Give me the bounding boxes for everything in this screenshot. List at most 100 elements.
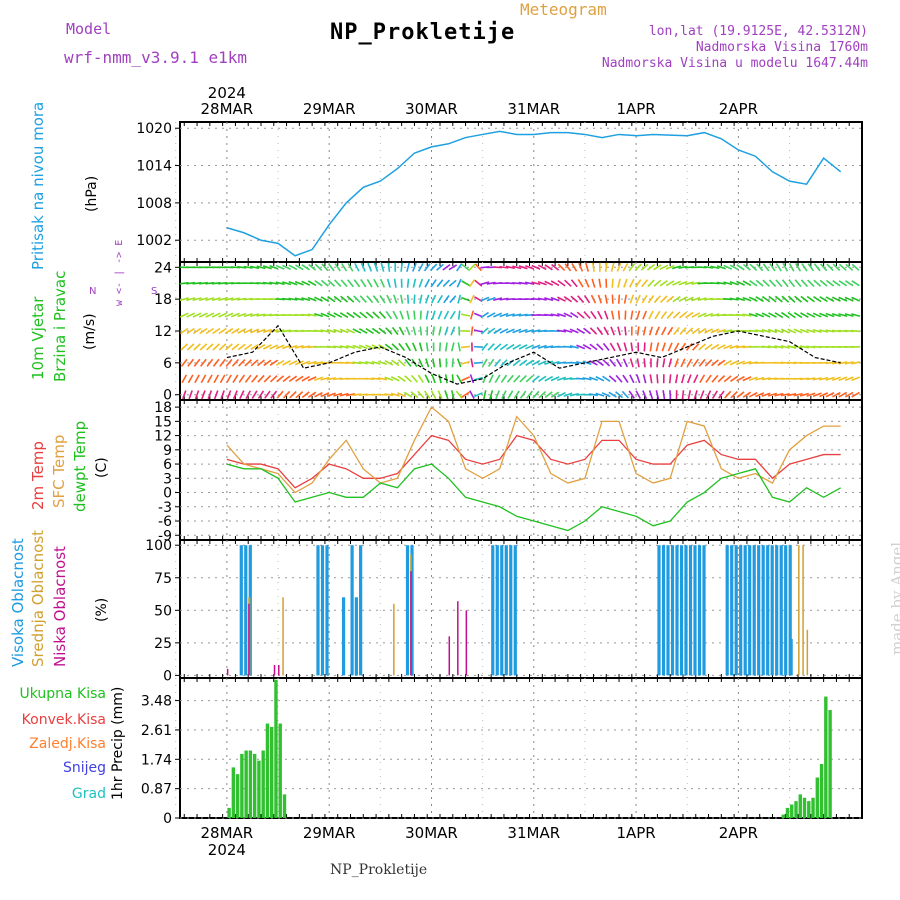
- wind-arrow: [666, 295, 675, 303]
- wind-arrow: [716, 281, 726, 285]
- wind-arrow: [544, 391, 553, 399]
- wind-arrow: [723, 264, 733, 270]
- wind-arrow: [672, 311, 681, 319]
- precip-bar: [248, 750, 253, 818]
- precip-bar: [798, 794, 802, 818]
- wind-arrow: [468, 279, 476, 288]
- wind-arrow: [672, 295, 681, 303]
- wind-arrow: [314, 296, 323, 302]
- wind-arrow: [674, 374, 679, 384]
- wind-arrow: [577, 278, 584, 288]
- wind-arrow: [256, 344, 266, 350]
- precip-bar: [274, 679, 278, 818]
- wind-arrow: [192, 327, 202, 335]
- wind-arrow: [443, 295, 450, 304]
- wind-arrow: [294, 297, 304, 301]
- wind-arrow: [333, 295, 342, 303]
- wind-arrow: [800, 279, 809, 288]
- wind-arrow: [768, 295, 777, 303]
- wind-arrow: [724, 390, 732, 399]
- y-tick-label-temperature: 12: [154, 429, 172, 445]
- wind-arrow: [685, 342, 693, 351]
- wind-arrow: [851, 263, 860, 271]
- wind-arrow: [799, 345, 810, 349]
- wind-arrow: [456, 374, 463, 384]
- wind-arrow: [492, 297, 503, 302]
- wind-arrow: [206, 374, 213, 384]
- wind-arrow: [340, 279, 348, 288]
- wind-arrow: [288, 360, 298, 366]
- wind-arrow: [269, 344, 279, 350]
- wind-arrow: [718, 390, 725, 399]
- wind-arrow: [647, 279, 655, 287]
- y-tick-label-wind: 24: [154, 260, 172, 276]
- precip-legend-conv: Konvek.Kisa: [21, 712, 106, 728]
- wind-arrow: [710, 313, 720, 317]
- wind-arrow: [635, 390, 642, 400]
- wind-arrow: [180, 327, 189, 335]
- x-day-label-top: 1APR: [616, 100, 655, 118]
- cloud-bar-high: [743, 545, 747, 676]
- wind-arrow: [424, 278, 431, 288]
- wind-arrow: [307, 296, 317, 302]
- wind-arrow: [563, 295, 573, 303]
- wind-arrow: [397, 375, 406, 382]
- wind-arrow: [518, 344, 528, 350]
- wind-arrow: [473, 361, 483, 365]
- wind-arrow: [263, 359, 272, 367]
- wind-arrow: [806, 295, 815, 303]
- wind-arrow: [635, 294, 641, 304]
- wind-arrow: [505, 265, 515, 270]
- wind-arrow: [512, 328, 522, 334]
- wind-arrow: [399, 310, 404, 320]
- wind-arrow: [531, 329, 541, 333]
- wind-arrow: [347, 279, 354, 288]
- wind-arrow: [825, 312, 835, 318]
- wind-arrow: [629, 374, 635, 384]
- wind-arrow: [243, 328, 253, 334]
- wind-arrow: [624, 326, 627, 336]
- wind-arrow: [787, 393, 797, 397]
- wind-arrow: [237, 265, 247, 269]
- wind-arrow: [500, 359, 508, 367]
- wind-arrow: [630, 310, 634, 320]
- wind-arrow: [571, 263, 578, 272]
- wind-arrow: [430, 294, 437, 304]
- wind-arrow: [589, 327, 598, 335]
- cloud-bar-high: [670, 545, 675, 676]
- wind-arrow: [755, 312, 765, 318]
- wind-arrow: [603, 310, 609, 320]
- wind-arrow: [250, 328, 260, 334]
- y-tick-label-wind: 18: [154, 292, 172, 308]
- wind-arrow: [755, 279, 764, 287]
- wind-arrow: [430, 279, 437, 288]
- wind-arrow: [583, 311, 591, 319]
- wind-arrow: [544, 375, 554, 382]
- wind-arrow: [371, 327, 381, 335]
- wind-arrow: [251, 374, 259, 383]
- wind-arrow: [596, 326, 604, 336]
- wind-arrow: [691, 296, 701, 302]
- wind-arrow: [801, 263, 808, 272]
- lonlat-label: lon,lat (19.9125E, 42.5312N): [648, 24, 868, 39]
- wind-arrow: [194, 374, 200, 384]
- wind-arrow: [486, 312, 496, 318]
- wind-arrow: [275, 264, 285, 270]
- wind-arrow: [592, 262, 595, 272]
- precip-bar: [828, 710, 832, 818]
- wind-arrow: [686, 358, 693, 368]
- wind-arrow: [193, 343, 201, 351]
- wind-arrow: [844, 361, 854, 365]
- wind-arrow: [436, 263, 444, 271]
- wind-arrow: [550, 280, 560, 287]
- wind-arrow: [838, 280, 848, 287]
- panel-frame-pressure: [179, 121, 863, 263]
- precip-bar: [282, 794, 287, 818]
- wind-arrow: [206, 343, 214, 351]
- wind-arrow: [564, 263, 572, 272]
- wind-arrow: [301, 345, 311, 349]
- wind-arrow: [550, 376, 560, 382]
- wind-arrow: [583, 327, 592, 335]
- cloud-bar-high: [784, 545, 788, 676]
- precip-bar: [244, 750, 248, 818]
